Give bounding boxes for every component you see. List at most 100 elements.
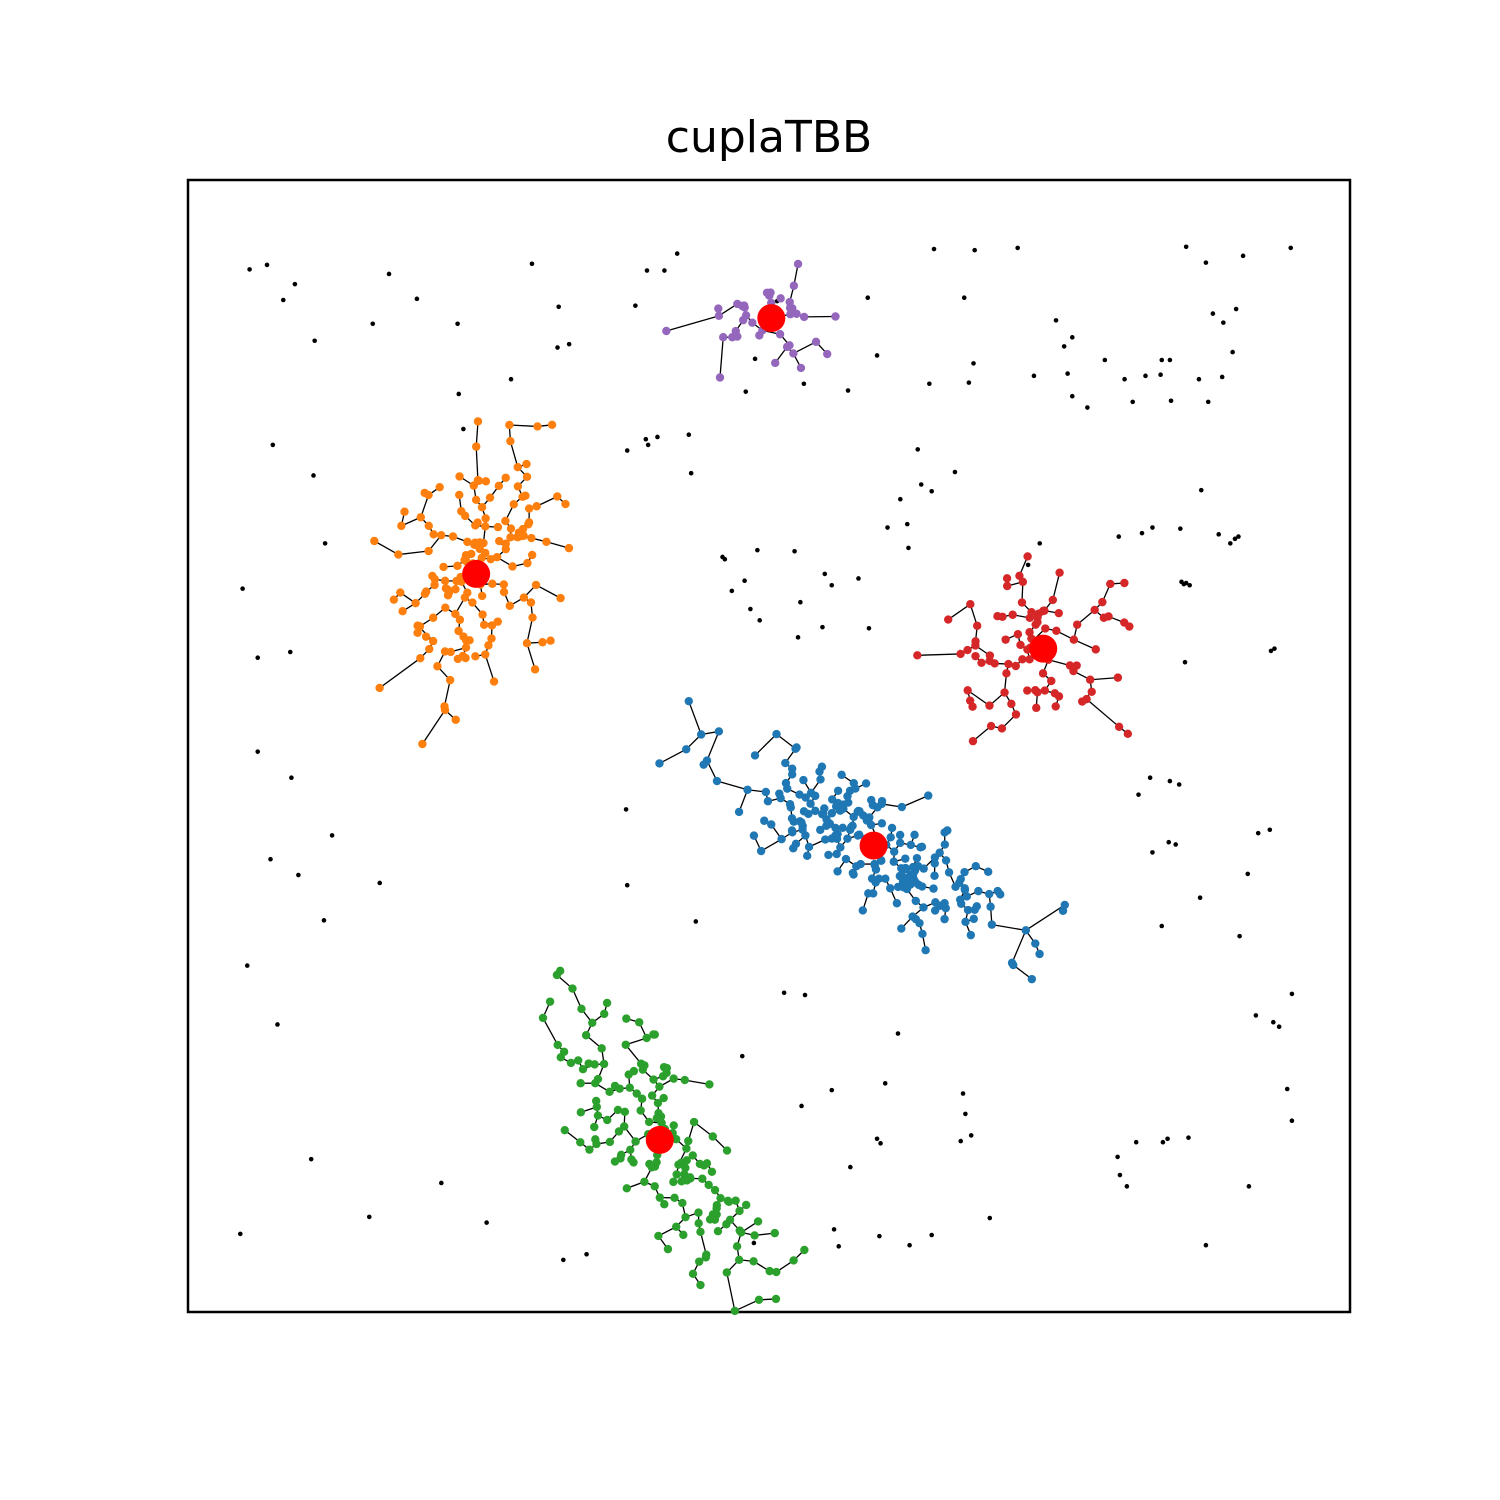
cluster-edge (991, 923, 1026, 931)
cluster-point (576, 1108, 586, 1117)
cluster-point (940, 914, 949, 924)
noise-point (958, 1138, 964, 1144)
cluster-point (370, 536, 379, 546)
cluster-point (714, 311, 724, 321)
cluster-point (622, 1184, 632, 1193)
cluster-point (650, 1182, 659, 1191)
cluster-point (716, 1193, 725, 1203)
cluster-point (1113, 673, 1123, 682)
noise-point (584, 1251, 589, 1257)
cluster-point (944, 868, 954, 877)
noise-point (831, 1227, 837, 1232)
cluster-point (854, 806, 863, 816)
cluster-point (811, 806, 820, 816)
cluster-center-marker (1029, 634, 1058, 663)
cluster-edge (659, 748, 687, 764)
cluster-point (816, 775, 825, 784)
cluster-point (871, 878, 880, 887)
cluster-point (647, 1091, 657, 1100)
cluster-point (531, 580, 541, 590)
cluster-point (792, 309, 801, 319)
cluster-point (787, 814, 797, 823)
cluster-point (793, 259, 803, 269)
cluster-point (1000, 688, 1009, 697)
noise-point (885, 525, 890, 530)
cluster-point (519, 593, 529, 602)
cluster-point (453, 654, 463, 664)
cluster-point (585, 1145, 594, 1154)
cluster-point (375, 683, 384, 693)
cluster-point (636, 1106, 645, 1115)
cluster-point (471, 652, 480, 661)
noise-point (1205, 399, 1211, 405)
cluster-point (1123, 729, 1133, 739)
cluster-point (672, 1170, 681, 1179)
cluster-point (424, 521, 433, 530)
noise-point (1117, 1172, 1123, 1178)
cluster-point (755, 331, 764, 340)
noise-point (1216, 532, 1221, 537)
cluster-edge (793, 341, 817, 355)
cluster-point (816, 825, 825, 835)
cluster-point (930, 906, 940, 915)
noise-point (1230, 349, 1235, 355)
cluster-point (971, 862, 980, 871)
noise-point (1124, 1184, 1130, 1189)
cluster-point (820, 804, 829, 813)
noise-point (645, 442, 651, 448)
cluster-point (433, 662, 442, 671)
noise-point (1139, 530, 1145, 536)
cluster-point (522, 639, 532, 648)
noise-point (1198, 487, 1204, 493)
noise-point (1232, 536, 1238, 542)
cluster-point (532, 502, 541, 511)
cluster-point (739, 315, 748, 325)
noise-point (792, 548, 797, 554)
cluster-point (956, 649, 965, 659)
noise-point (1289, 1118, 1295, 1123)
noise-point (729, 588, 735, 594)
cluster-point (1048, 595, 1058, 605)
noise-point (1210, 311, 1216, 316)
cluster-point (574, 1056, 583, 1065)
cluster-point (765, 1266, 774, 1276)
noise-point (751, 1240, 757, 1246)
cluster-point (533, 422, 542, 431)
noise-point (798, 599, 803, 605)
cluster-point (985, 889, 994, 899)
noise-point (624, 882, 630, 888)
cluster-point (974, 886, 983, 896)
noise-point (960, 1091, 966, 1096)
cluster-point (524, 518, 534, 527)
cluster-point (523, 558, 532, 568)
noise-point (508, 376, 514, 382)
noise-point (321, 918, 327, 923)
noise-point (1181, 581, 1187, 587)
cluster-point (686, 1174, 695, 1183)
cluster-point (750, 751, 760, 760)
cluster-point (398, 606, 407, 616)
cluster-point (871, 865, 881, 874)
cluster-point (542, 537, 551, 546)
cluster-point (1098, 597, 1107, 607)
cluster-point (413, 621, 422, 630)
noise-point (907, 1242, 912, 1248)
cluster-point (792, 743, 801, 752)
cluster-point (799, 312, 809, 322)
cluster-edge (917, 653, 961, 656)
cluster-point (424, 546, 433, 556)
cluster-point (911, 896, 920, 906)
cluster-point (521, 491, 530, 500)
noise-point (674, 251, 680, 256)
cluster-point (416, 513, 425, 522)
noise-point (264, 262, 270, 268)
cluster-point (479, 620, 489, 629)
cluster-point (632, 1089, 641, 1098)
cluster-point (734, 807, 744, 817)
cluster-point (499, 580, 508, 589)
cluster-point (413, 628, 422, 638)
noise-point (643, 436, 649, 442)
noise-point (1271, 1019, 1276, 1025)
cluster-point (986, 902, 995, 911)
cluster-point (713, 1226, 723, 1236)
